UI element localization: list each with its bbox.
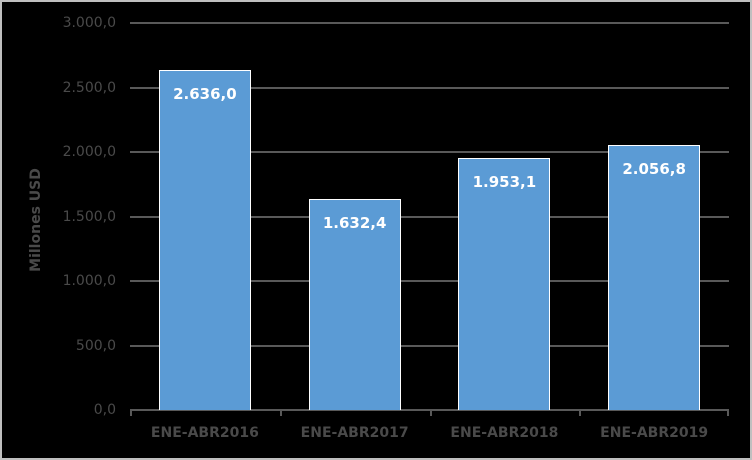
y-tick-label: 2.000,0 bbox=[62, 144, 116, 160]
x-tick-label: ENE-ABR2019 bbox=[600, 425, 709, 441]
y-tick-label: 0,0 bbox=[93, 402, 116, 418]
bar: 1.632,4 bbox=[308, 199, 401, 410]
y-tick-label: 500,0 bbox=[75, 337, 116, 354]
x-tick-label: ENE-ABR2017 bbox=[300, 425, 409, 441]
y-tick-label: 1.000,0 bbox=[62, 273, 116, 289]
bar-value-label: 1.953,1 bbox=[472, 173, 537, 192]
gridline bbox=[130, 86, 729, 89]
gridline bbox=[130, 22, 729, 24]
bar-value-label: 2.056,8 bbox=[622, 159, 686, 178]
gridline bbox=[130, 151, 729, 153]
x-tick-mark bbox=[579, 409, 582, 416]
x-tick-mark bbox=[429, 409, 432, 416]
bar-value-label: 1.632,4 bbox=[322, 214, 387, 233]
bar-value-label: 2.636,0 bbox=[173, 84, 237, 103]
x-tick-mark bbox=[130, 409, 132, 416]
x-tick-mark bbox=[279, 409, 282, 416]
bar: 1.953,1 bbox=[458, 158, 551, 410]
y-tick-label: 3.000,0 bbox=[62, 15, 116, 31]
x-tick-label: ENE-ABR2016 bbox=[150, 425, 259, 441]
gridline bbox=[130, 215, 729, 218]
gridline bbox=[130, 280, 729, 282]
x-tick-label: ENE-ABR2018 bbox=[450, 425, 559, 441]
x-tick-mark bbox=[727, 409, 729, 416]
bar: 2.056,8 bbox=[608, 144, 701, 410]
gridline bbox=[130, 344, 729, 347]
bar: 2.636,0 bbox=[158, 69, 251, 410]
y-tick-label: 2.500,0 bbox=[62, 79, 116, 96]
y-tick-label: 1.500,0 bbox=[62, 208, 116, 225]
